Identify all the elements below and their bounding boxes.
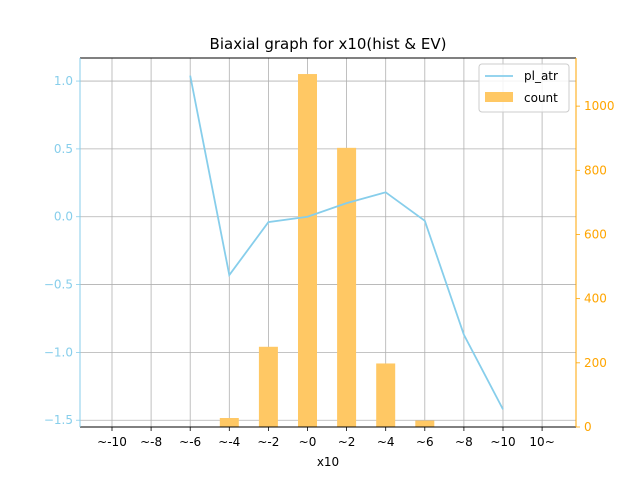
bar-series	[219, 74, 435, 427]
bar-count	[219, 418, 239, 427]
bar-count	[337, 147, 357, 427]
left-tick-label: 0.0	[54, 210, 73, 224]
left-tick-label: 1.0	[54, 74, 73, 88]
x-tick-label: ~0	[299, 435, 317, 449]
x-tick-label: ~-8	[140, 435, 162, 449]
x-tick-label: ~10	[490, 435, 515, 449]
x-tick-label: ~4	[377, 435, 395, 449]
x-tick-label: 10~	[529, 435, 554, 449]
left-axis-ticks: −1.5 −1.0 −0.5 0.0 0.5 1.0	[44, 74, 80, 427]
bar-count	[376, 363, 396, 427]
left-tick-label: 0.5	[54, 142, 73, 156]
grid	[80, 58, 576, 427]
bar-count	[298, 74, 317, 427]
left-tick-label: −1.0	[44, 345, 73, 359]
bar-count	[258, 346, 278, 427]
x-tick-label: ~6	[416, 435, 434, 449]
x-tick-label: ~8	[455, 435, 473, 449]
legend: pl_atr count	[478, 63, 570, 113]
x-tick-label: ~-2	[257, 435, 279, 449]
left-tick-label: −1.5	[44, 413, 73, 427]
legend-bar-swatch	[485, 92, 513, 102]
line-series	[189, 75, 504, 410]
right-tick-label: 0	[584, 420, 592, 434]
x-axis-label: x10	[317, 455, 339, 469]
legend-label-count: count	[524, 91, 558, 105]
right-tick-label: 1000	[584, 99, 615, 113]
x-tick-label: ~-6	[179, 435, 201, 449]
x-tick-label: ~-4	[218, 435, 240, 449]
right-tick-label: 600	[584, 227, 607, 241]
line-pl-atr	[189, 75, 504, 410]
axes-frame	[79, 57, 577, 428]
x-tick-label: ~-10	[97, 435, 127, 449]
x-tick-label: ~2	[338, 435, 356, 449]
right-tick-label: 400	[584, 292, 607, 306]
chart-title: Biaxial graph for x10(hist & EV)	[210, 35, 447, 53]
x-axis-ticks: ~-10 ~-8 ~-6 ~-4 ~-2 ~0 ~2 ~4 ~6 ~8 ~10 10~	[97, 427, 555, 449]
right-tick-label: 800	[584, 163, 607, 177]
bar-count	[415, 420, 435, 427]
right-axis-ticks: 0 200 400 600 800 1000	[576, 99, 615, 434]
right-tick-label: 200	[584, 356, 607, 370]
left-tick-label: −0.5	[44, 278, 73, 292]
legend-label-pl-atr: pl_atr	[524, 69, 558, 83]
